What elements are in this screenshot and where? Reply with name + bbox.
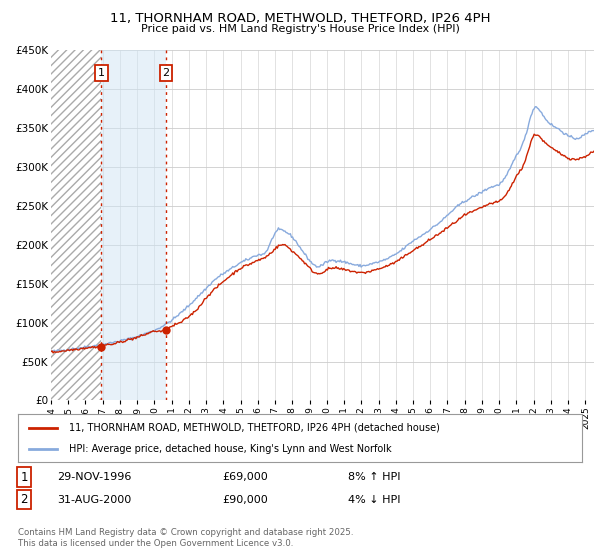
Text: 31-AUG-2000: 31-AUG-2000 <box>57 494 131 505</box>
Text: 1: 1 <box>98 68 105 78</box>
Text: 1: 1 <box>20 470 28 484</box>
Text: £69,000: £69,000 <box>222 472 268 482</box>
Text: 4% ↓ HPI: 4% ↓ HPI <box>348 494 401 505</box>
Text: 11, THORNHAM ROAD, METHWOLD, THETFORD, IP26 4PH (detached house): 11, THORNHAM ROAD, METHWOLD, THETFORD, I… <box>69 423 440 433</box>
Bar <box>101 50 166 400</box>
Text: £90,000: £90,000 <box>222 494 268 505</box>
Text: Contains HM Land Registry data © Crown copyright and database right 2025.
This d: Contains HM Land Registry data © Crown c… <box>18 528 353 548</box>
Text: HPI: Average price, detached house, King's Lynn and West Norfolk: HPI: Average price, detached house, King… <box>69 444 391 454</box>
Bar <box>51 50 101 400</box>
Bar <box>51 50 101 400</box>
Text: 2: 2 <box>163 68 170 78</box>
Text: Price paid vs. HM Land Registry's House Price Index (HPI): Price paid vs. HM Land Registry's House … <box>140 24 460 34</box>
Text: 29-NOV-1996: 29-NOV-1996 <box>57 472 131 482</box>
Text: 11, THORNHAM ROAD, METHWOLD, THETFORD, IP26 4PH: 11, THORNHAM ROAD, METHWOLD, THETFORD, I… <box>110 12 490 25</box>
Text: 2: 2 <box>20 493 28 506</box>
Text: 8% ↑ HPI: 8% ↑ HPI <box>348 472 401 482</box>
